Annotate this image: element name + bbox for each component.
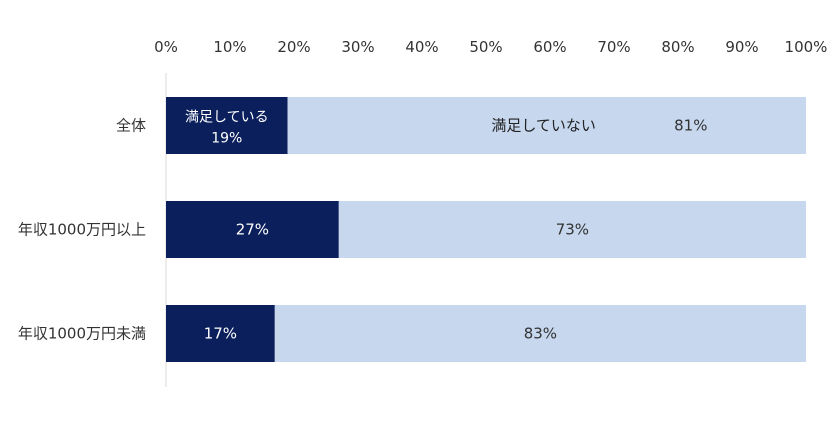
x-tick-label: 80% bbox=[661, 38, 694, 56]
bar-segment bbox=[338, 201, 806, 258]
data-label: 73% bbox=[556, 221, 589, 239]
x-tick-label: 60% bbox=[533, 38, 566, 56]
data-label: 81% bbox=[674, 117, 707, 135]
x-tick-label: 30% bbox=[341, 38, 374, 56]
x-tick-label: 10% bbox=[213, 38, 246, 56]
category-label: 全体 bbox=[116, 117, 146, 135]
x-tick-label: 90% bbox=[725, 38, 758, 56]
bar-segment bbox=[166, 305, 275, 362]
x-tick-label: 100% bbox=[785, 38, 828, 56]
category-label: 年収1000万円以上 bbox=[18, 221, 146, 239]
bar-segment bbox=[274, 305, 806, 362]
bar-segment bbox=[287, 97, 807, 154]
data-label: 83% bbox=[524, 325, 557, 343]
data-label: 17% bbox=[204, 325, 237, 343]
category-label: 年収1000万円未満 bbox=[18, 325, 146, 343]
x-tick-label: 70% bbox=[597, 38, 630, 56]
data-label: 19% bbox=[211, 131, 242, 147]
x-tick-label: 20% bbox=[277, 38, 310, 56]
bar-segment bbox=[166, 201, 339, 258]
x-tick-label: 0% bbox=[154, 38, 178, 56]
x-tick-label: 40% bbox=[405, 38, 438, 56]
bar-segment bbox=[166, 97, 288, 154]
x-tick-label: 50% bbox=[469, 38, 502, 56]
segment-series-label: 満足していない bbox=[491, 117, 596, 135]
data-label: 27% bbox=[236, 221, 269, 239]
segment-series-label: 満足している bbox=[185, 110, 269, 126]
